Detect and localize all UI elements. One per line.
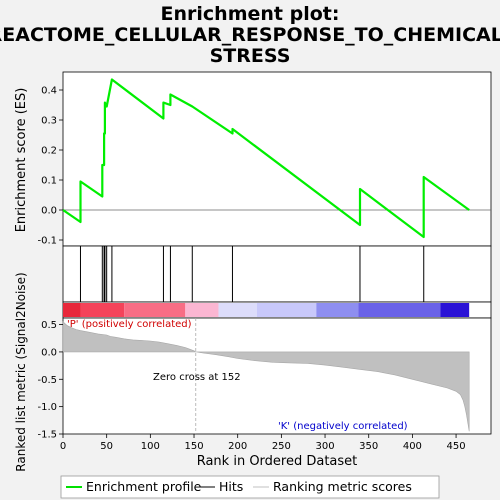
x-tick-label-3: 150 xyxy=(184,441,203,452)
es-y-ticks: -0.1 0.0 0.1 0.2 0.3 0.4 xyxy=(37,86,63,247)
legend-box xyxy=(60,475,440,499)
metric-tick-label-3: 0.0 xyxy=(41,347,57,358)
heatmap-band-5 xyxy=(256,303,317,317)
es-tick-label-3: 0.2 xyxy=(41,146,57,157)
es-y-axis-label: Enrichment score (ES) xyxy=(14,88,29,233)
x-tick-label-8: 400 xyxy=(403,441,422,452)
heatmap-band-0 xyxy=(63,303,81,317)
heatmap-band-1 xyxy=(80,303,125,317)
heatmap-band-6 xyxy=(316,303,359,317)
x-tick-label-6: 300 xyxy=(315,441,334,452)
legend-label-enrichment: Enrichment profile xyxy=(86,479,202,494)
es-line-group xyxy=(62,78,470,239)
metric-tick-label-4: 0.5 xyxy=(41,320,57,331)
x-tick-label-4: 200 xyxy=(228,441,247,452)
hits-group xyxy=(79,246,425,302)
x-tick-label-9: 450 xyxy=(447,441,466,452)
x-ticks: 0 50 100 150 200 250 300 350 400 450 xyxy=(60,434,466,452)
metric-tick-label-1: -1.0 xyxy=(37,402,57,413)
metric-y-ticks: -1.5 -1.0 -0.5 0.0 0.5 xyxy=(37,320,63,441)
ranking-metric-area xyxy=(62,321,470,432)
chart-title-line-2: REACTOME_CELLULAR_RESPONSE_TO_CHEMICAL_ xyxy=(0,24,500,46)
x-axis-label: Rank in Ordered Dataset xyxy=(197,454,358,469)
hits-panel xyxy=(62,245,492,303)
heatmap-band-7 xyxy=(358,303,441,317)
es-tick-label-2: 0.1 xyxy=(41,176,57,187)
metric-group xyxy=(62,318,470,434)
chart-title-line-1: Enrichment plot: xyxy=(161,3,340,25)
metric-tick-label-0: -1.5 xyxy=(37,430,57,441)
x-tick-label-2: 100 xyxy=(141,441,160,452)
enrichment-profile-line xyxy=(62,78,470,239)
heatmap-band-8 xyxy=(440,303,470,317)
es-tick-label-0: -0.1 xyxy=(37,236,57,247)
es-tick-label-1: 0.0 xyxy=(41,206,57,217)
heatmap-band-4 xyxy=(218,303,257,317)
positive-annotation: 'P' (positively correlated) xyxy=(67,319,192,330)
es-panel xyxy=(62,71,492,247)
zero-cross-annotation: Zero cross at 152 xyxy=(153,372,241,383)
x-tick-label-5: 250 xyxy=(272,441,291,452)
legend-label-metric: Ranking metric scores xyxy=(273,479,412,494)
heatmap-band-2 xyxy=(124,303,186,317)
negative-annotation: 'K' (negatively correlated) xyxy=(278,421,408,432)
x-tick-label-1: 50 xyxy=(100,441,113,452)
heatmap-band-3 xyxy=(185,303,219,317)
metric-tick-label-2: -0.5 xyxy=(37,375,57,386)
metric-y-axis-label: Ranked list metric (Signal2Noise) xyxy=(14,272,28,471)
chart-title-line-3: STRESS xyxy=(210,45,291,67)
x-tick-label-7: 350 xyxy=(359,441,378,452)
heatmap-group xyxy=(63,303,470,317)
es-tick-label-4: 0.3 xyxy=(41,116,57,127)
legend-label-hits: Hits xyxy=(219,479,243,494)
x-tick-label-0: 0 xyxy=(60,441,66,452)
es-tick-label-5: 0.4 xyxy=(41,86,57,97)
